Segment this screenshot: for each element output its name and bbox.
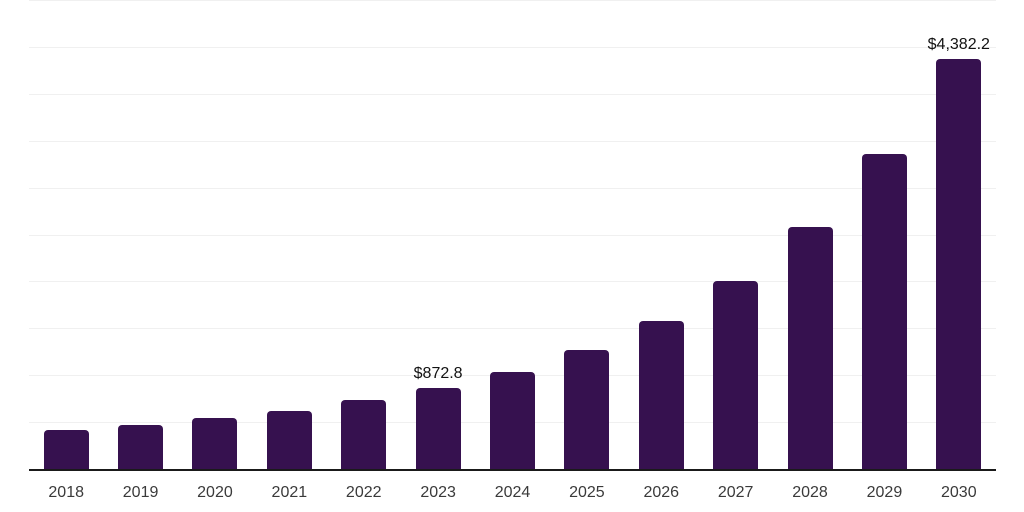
bar-2021[interactable]	[266, 411, 312, 470]
x-tick-label-2020: 2020	[197, 484, 233, 501]
x-axis-labels: 2018 2019 2020 2021 2022 2023 2024 2025 2026 2027…	[29, 471, 996, 512]
x-tick-label-2029: 2029	[866, 484, 903, 501]
x-tick-label-2023: 2023	[420, 484, 456, 501]
gridline-3500	[29, 140, 996, 142]
bar-2020[interactable]	[192, 417, 238, 470]
x-axis-line	[29, 469, 996, 471]
bar-2026[interactable]	[638, 320, 684, 470]
x-tick-label-2030: 2030	[941, 484, 977, 501]
gridline-4000	[29, 93, 996, 95]
gridline-2500	[29, 234, 996, 236]
plot-area: $872.8 $4,382.2	[29, 0, 996, 471]
gridline-4500	[29, 46, 996, 48]
value-label-2023: $872.8	[413, 365, 463, 383]
bar-2029[interactable]	[861, 154, 907, 470]
gridline-5000	[29, 0, 996, 1]
bar-2022[interactable]	[341, 400, 387, 470]
bar-2018[interactable]	[43, 430, 89, 470]
gridline-2000	[29, 281, 996, 283]
bar-2025[interactable]	[564, 349, 610, 470]
bar-2028[interactable]	[787, 227, 833, 470]
bar-2019[interactable]	[118, 424, 164, 470]
x-tick-label-2022: 2022	[345, 484, 382, 501]
x-tick-label-2027: 2027	[717, 484, 754, 501]
x-tick-label-2028: 2028	[792, 484, 828, 501]
bar-2027[interactable]	[713, 281, 759, 470]
bar-2030[interactable]: $4,382.2	[928, 36, 990, 470]
value-label-2030: $4,382.2	[927, 35, 990, 53]
x-tick-label-2018: 2018	[48, 484, 84, 501]
x-tick-label-2024: 2024	[494, 484, 531, 501]
x-tick-label-2021: 2021	[271, 484, 308, 501]
bar-2023[interactable]: $872.8	[414, 365, 463, 470]
x-tick-label-2025: 2025	[569, 484, 605, 501]
bar-2024[interactable]	[490, 372, 535, 470]
gridline-1500	[29, 328, 996, 330]
gridline-3000	[29, 187, 996, 189]
x-tick-label-2026: 2026	[643, 484, 680, 501]
x-tick-label-2019: 2019	[122, 484, 159, 501]
